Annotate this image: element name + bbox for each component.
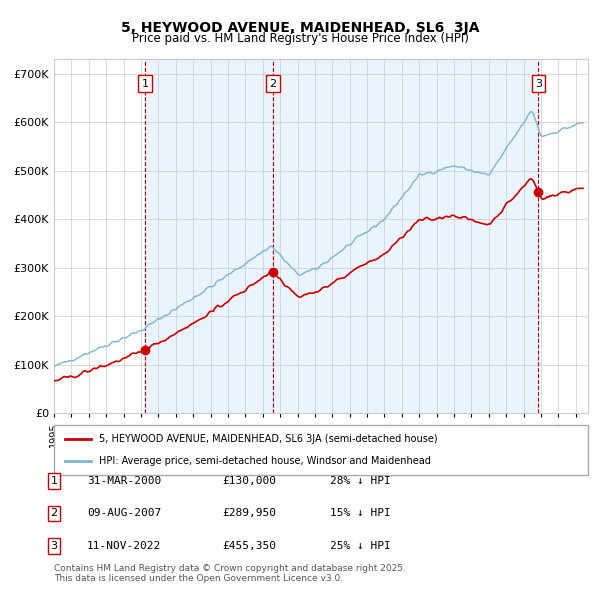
Text: 2: 2	[50, 509, 58, 518]
Text: 09-AUG-2007: 09-AUG-2007	[87, 509, 161, 518]
Text: Contains HM Land Registry data © Crown copyright and database right 2025.
This d: Contains HM Land Registry data © Crown c…	[54, 563, 406, 583]
Text: 11-NOV-2022: 11-NOV-2022	[87, 541, 161, 550]
Text: 15% ↓ HPI: 15% ↓ HPI	[330, 509, 391, 518]
Text: 5, HEYWOOD AVENUE, MAIDENHEAD, SL6 3JA (semi-detached house): 5, HEYWOOD AVENUE, MAIDENHEAD, SL6 3JA (…	[100, 434, 438, 444]
Bar	[273, 59, 538, 413]
Bar	[145, 59, 273, 413]
Text: £289,950: £289,950	[222, 509, 276, 518]
Text: 5, HEYWOOD AVENUE, MAIDENHEAD, SL6  3JA: 5, HEYWOOD AVENUE, MAIDENHEAD, SL6 3JA	[121, 21, 479, 35]
Text: Price paid vs. HM Land Registry's House Price Index (HPI): Price paid vs. HM Land Registry's House …	[131, 32, 469, 45]
Text: 1: 1	[142, 79, 149, 88]
Text: 31-MAR-2000: 31-MAR-2000	[87, 476, 161, 486]
Text: 25% ↓ HPI: 25% ↓ HPI	[330, 541, 391, 550]
Text: 1: 1	[50, 476, 58, 486]
Text: 2: 2	[269, 79, 277, 88]
Text: 28% ↓ HPI: 28% ↓ HPI	[330, 476, 391, 486]
Text: HPI: Average price, semi-detached house, Windsor and Maidenhead: HPI: Average price, semi-detached house,…	[100, 456, 431, 466]
Text: £130,000: £130,000	[222, 476, 276, 486]
FancyBboxPatch shape	[54, 425, 588, 475]
Text: 3: 3	[50, 541, 58, 550]
Text: £455,350: £455,350	[222, 541, 276, 550]
Text: 3: 3	[535, 79, 542, 88]
